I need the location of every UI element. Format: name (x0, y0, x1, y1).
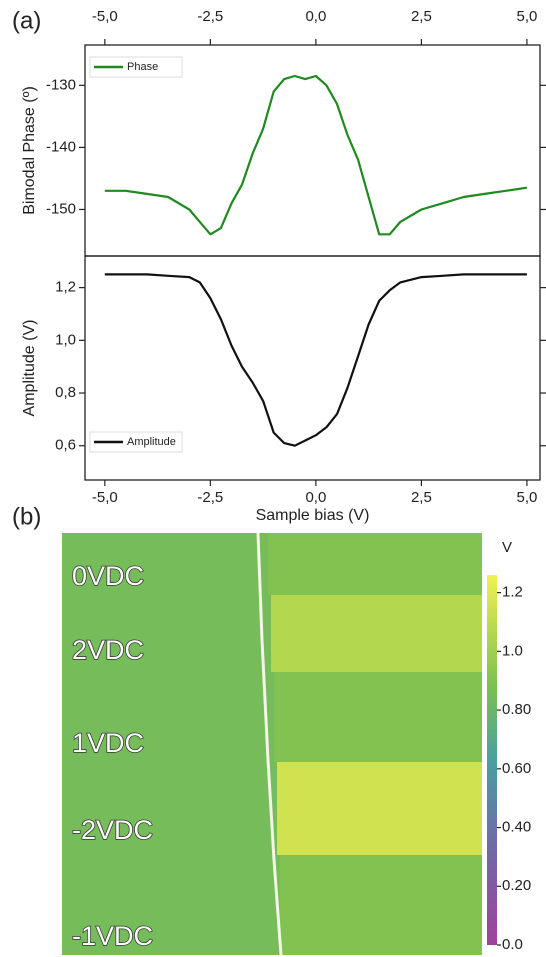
x-tick-label-top: 0,0 (305, 8, 326, 25)
colorbar-tick-label: 0.0 (502, 936, 523, 953)
colorbar-label: V (502, 539, 512, 556)
map-row-label: -1VDC (72, 921, 153, 951)
legend-box (89, 56, 183, 78)
colorbar-tick-label: 1.0 (502, 642, 523, 659)
y-tick-label: -140 (46, 138, 76, 155)
legend-box (89, 431, 183, 453)
x-tick-label: 2,5 (411, 489, 432, 506)
data-line (104, 74, 528, 236)
legend-label: Amplitude (127, 436, 176, 448)
y-tick-label: 1,2 (55, 279, 76, 296)
map-region (280, 855, 482, 955)
colorbar-tick-label: 0.20 (502, 877, 531, 894)
map-row-label: -2VDC (72, 815, 153, 845)
y-tick-label: 0,8 (55, 384, 76, 401)
x-tick-label-top: -5,0 (92, 8, 118, 25)
map-region (268, 533, 482, 595)
y-tick-label: 0,6 (55, 437, 76, 454)
x-tick-label: -2,5 (197, 489, 223, 506)
map-row-label: 2VDC (72, 635, 144, 665)
x-tick-label: 5,0 (516, 489, 537, 506)
map-region (277, 762, 482, 855)
y-axis-label: Bimodal Phase (º) (21, 86, 38, 215)
x-axis-label: Sample bias (V) (256, 507, 370, 524)
data-line (104, 273, 527, 447)
domain-boundary (256, 532, 283, 956)
colorbar-tick-label: 1.2 (502, 584, 523, 601)
panel-label: (b) (12, 503, 41, 530)
plot-frame (84, 255, 541, 481)
map-region (274, 672, 482, 762)
legend-label: Phase (127, 61, 158, 73)
y-tick-label: 1,0 (55, 331, 76, 348)
y-tick-label: -130 (46, 76, 76, 93)
x-tick-label: 0,0 (305, 489, 326, 506)
x-tick-label-top: 5,0 (516, 8, 537, 25)
x-tick-label: -5,0 (92, 489, 118, 506)
map-row-label: 1VDC (72, 728, 144, 758)
map-region (271, 595, 482, 672)
panel-label: (a) (12, 7, 41, 34)
x-tick-label-top: -2,5 (197, 8, 223, 25)
map-row-label: 0VDC (72, 561, 144, 591)
colorbar-tick-label: 0.40 (502, 819, 531, 836)
colorbar-tick-label: 0.80 (502, 701, 531, 718)
x-tick-label-top: 2,5 (411, 8, 432, 25)
colorbar-tick-label: 0.60 (502, 760, 531, 777)
colorbar (487, 575, 497, 945)
y-tick-label: -150 (46, 200, 76, 217)
y-axis-label: Amplitude (V) (21, 320, 38, 417)
